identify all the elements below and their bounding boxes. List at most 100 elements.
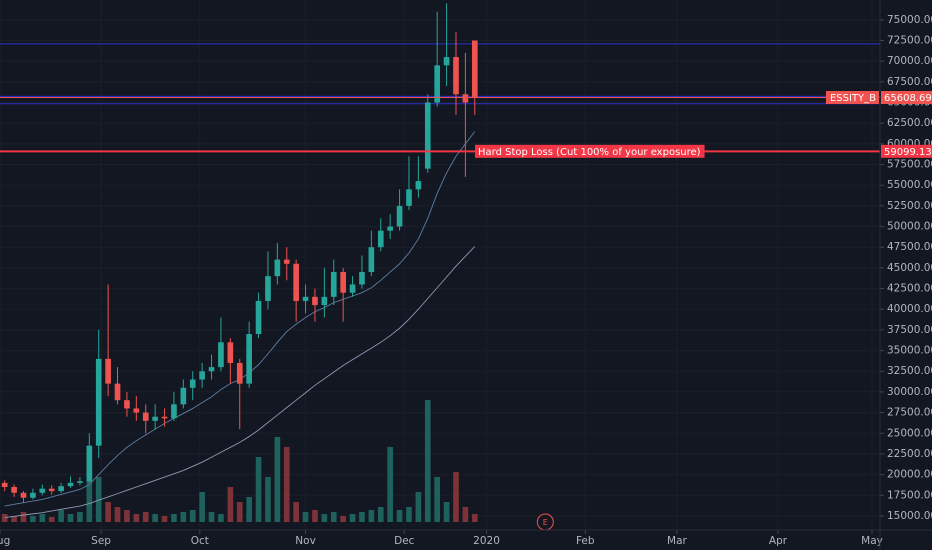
volume-bar <box>387 447 393 522</box>
y-tick-label: 47500.000 <box>887 241 932 253</box>
candle-body <box>39 488 46 493</box>
y-tick-label: 27500.000 <box>887 407 932 419</box>
y-tick-label: 32500.000 <box>887 365 932 377</box>
y-tick-label: 20000.000 <box>887 469 932 481</box>
x-tick-label: Aug <box>0 535 10 547</box>
volume-bar <box>236 502 243 522</box>
volume-bar <box>359 512 365 522</box>
candle-body <box>396 205 403 227</box>
volume-bar <box>396 510 403 522</box>
candle-body <box>368 247 375 273</box>
volume-bar <box>114 507 121 522</box>
x-tick-label: Feb <box>576 535 595 547</box>
candle-body <box>349 284 356 293</box>
stop-loss-price: 59099.137 <box>884 147 932 158</box>
y-tick-label: 70000.000 <box>887 55 932 67</box>
volume-bar <box>227 487 234 522</box>
y-tick-label: 40000.000 <box>887 303 932 315</box>
volume-bar <box>330 512 337 522</box>
y-tick-label: 45000.000 <box>887 262 932 274</box>
volume-bar <box>434 477 440 522</box>
y-tick-label: 17500.000 <box>887 489 932 501</box>
candle-body <box>443 57 450 66</box>
volume-bar <box>39 514 46 522</box>
candle-body <box>199 371 205 380</box>
candle-body <box>312 296 318 306</box>
y-tick-label: 50000.000 <box>887 221 932 233</box>
volume-bar <box>1 514 8 522</box>
volume-bar <box>218 514 224 522</box>
volume-bar <box>265 477 271 522</box>
candle-body <box>189 379 196 388</box>
candle-body <box>377 230 384 248</box>
candle-body <box>48 488 55 492</box>
x-tick-label: Apr <box>769 535 788 547</box>
y-tick-label: 25000.000 <box>887 427 932 439</box>
volume-bar <box>124 510 130 522</box>
volume-bar <box>20 512 27 522</box>
candle-body <box>171 404 177 419</box>
candle-body <box>124 400 130 409</box>
x-tick-label: May <box>861 535 883 547</box>
x-tick-label: Oct <box>191 535 209 547</box>
volume-bar <box>171 514 177 522</box>
volume-bar <box>11 516 17 522</box>
x-tick-label: 2020 <box>473 535 500 547</box>
candle-body <box>1 482 8 488</box>
candle-body <box>340 272 346 293</box>
candle-body <box>11 487 17 493</box>
y-tick-label: 67500.000 <box>887 76 932 88</box>
symbol-label: ESSITY_B <box>830 93 876 104</box>
volume-bar <box>293 502 299 522</box>
volume-bar <box>368 510 375 522</box>
candle-body <box>406 189 412 206</box>
volume-bar <box>30 516 36 522</box>
volume-bar <box>377 507 384 522</box>
volume-bar <box>406 507 412 522</box>
symbol-box <box>825 90 879 104</box>
volume-bar <box>312 510 318 522</box>
candle-body <box>471 40 478 98</box>
candle-body <box>415 181 422 190</box>
volume-bar <box>349 514 356 522</box>
stop-loss-box <box>475 144 705 158</box>
candle-body <box>30 492 36 498</box>
moving-average <box>4 246 476 519</box>
candle-body <box>359 272 365 285</box>
volume-bar <box>133 514 140 522</box>
volume-bar <box>443 502 450 522</box>
event-label: E <box>543 518 548 527</box>
candle-body <box>77 481 83 483</box>
candle-body <box>67 482 74 487</box>
candle-body <box>434 65 440 103</box>
current-price-box <box>881 90 932 104</box>
volume-bar <box>161 516 168 522</box>
candle-body <box>142 412 149 421</box>
plot: Hard Stop Loss (Cut 100% of your exposur… <box>0 3 880 531</box>
volume-bar <box>152 514 158 522</box>
y-tick-label: 75000.000 <box>887 14 932 26</box>
stop-loss-text: Hard Stop Loss (Cut 100% of your exposur… <box>478 147 701 158</box>
stop-loss-price-box <box>881 144 932 158</box>
y-tick-label: 72500.000 <box>887 35 932 47</box>
volume-bar <box>189 510 196 522</box>
candle-body <box>180 387 187 405</box>
candle-body <box>330 272 337 297</box>
volume-bar <box>340 516 346 522</box>
volume-bar <box>95 477 102 522</box>
volume-bar <box>453 472 459 522</box>
y-tick-label: 52500.000 <box>887 200 932 212</box>
y-tick-label: 22500.000 <box>887 448 932 460</box>
volume-bar <box>48 517 55 522</box>
x-tick-label: Dec <box>394 535 415 547</box>
candle-body <box>293 263 299 301</box>
candle-body <box>274 259 281 277</box>
candle-body <box>321 296 328 306</box>
volume-bar <box>462 507 469 522</box>
candle-body <box>95 358 102 446</box>
x-tick-label: Sep <box>91 535 111 547</box>
